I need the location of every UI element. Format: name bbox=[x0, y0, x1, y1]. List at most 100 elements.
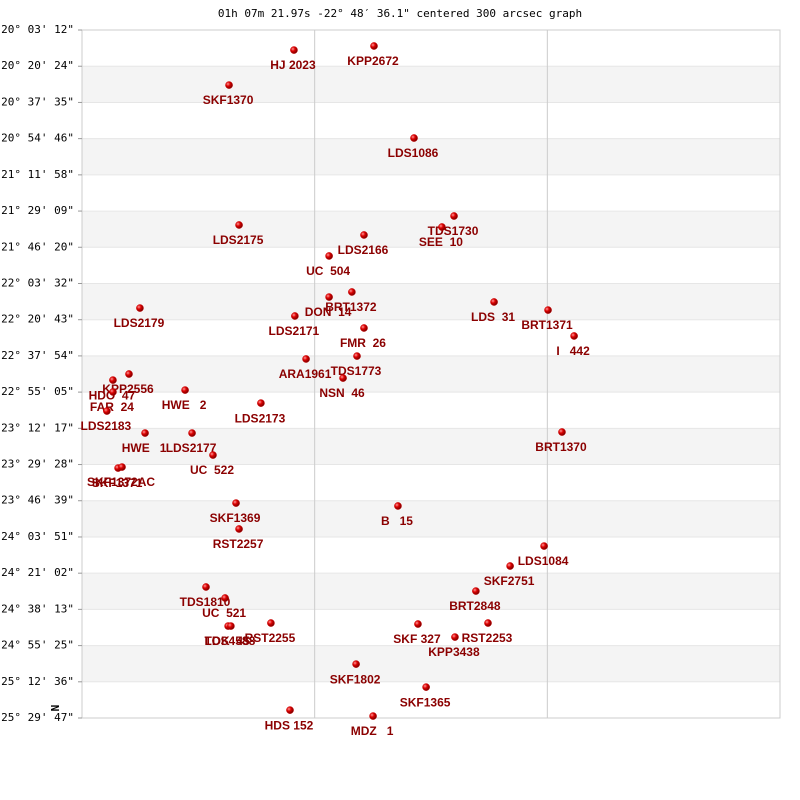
star bbox=[348, 288, 356, 296]
y-tick-label: -20° 54' 46" bbox=[0, 132, 74, 145]
star bbox=[472, 587, 480, 595]
star-label: LDS2175 bbox=[213, 233, 264, 247]
star-label: SKF1365 bbox=[400, 695, 451, 709]
star bbox=[188, 429, 196, 437]
star bbox=[506, 562, 514, 570]
star-label: HJ 2023 bbox=[270, 58, 316, 72]
stripe bbox=[82, 500, 780, 537]
star bbox=[225, 81, 233, 89]
star-label: LDS2177 bbox=[166, 441, 217, 455]
star-label: SKF1369 bbox=[210, 511, 261, 525]
star bbox=[235, 525, 243, 533]
y-tick-label: -24° 21' 02" bbox=[0, 566, 74, 579]
star bbox=[302, 355, 310, 363]
star-label: HDS 152 bbox=[265, 718, 314, 732]
star-label: LDS4588 bbox=[205, 634, 256, 648]
star bbox=[450, 212, 458, 220]
stripe bbox=[82, 428, 780, 465]
stripe bbox=[82, 645, 780, 682]
star-label: BRT1370 bbox=[535, 440, 587, 454]
stripes bbox=[82, 66, 780, 682]
star bbox=[353, 352, 361, 360]
y-tick-label: -23° 29' 28" bbox=[0, 458, 74, 471]
star-label: LDS2171 bbox=[269, 324, 320, 338]
star bbox=[540, 542, 548, 550]
star bbox=[325, 293, 333, 301]
y-tick-label: -23° 12' 17" bbox=[0, 421, 74, 434]
star-label: NSN 46 bbox=[319, 386, 365, 400]
star bbox=[570, 332, 578, 340]
y-tick-label: -22° 55' 05" bbox=[0, 385, 74, 398]
star-label: LDS 31 bbox=[471, 310, 515, 324]
stripe bbox=[82, 211, 780, 248]
star-label: RST2257 bbox=[213, 537, 264, 551]
star bbox=[267, 619, 275, 627]
star bbox=[451, 633, 459, 641]
plot-frame bbox=[81, 29, 781, 719]
stars: HJ 2023 KPP2672 SKF1370 LDS1086 LDS2175 LDS21… bbox=[81, 42, 590, 738]
star bbox=[370, 42, 378, 50]
star-label: UC 522 bbox=[190, 463, 234, 477]
y-tick-label: -24° 38' 13" bbox=[0, 602, 74, 615]
star bbox=[109, 376, 117, 384]
star-label: SKF1372AC bbox=[87, 475, 155, 489]
y-axis: -20° 03' 12" -20° 20' 24" -20° 37' 35" -20°… bbox=[0, 23, 82, 724]
star bbox=[103, 407, 111, 415]
star bbox=[232, 499, 240, 507]
star bbox=[118, 463, 126, 471]
star-label: FAR 24 bbox=[90, 400, 134, 414]
star-label: SKF2751 bbox=[484, 574, 535, 588]
y-tick-label: -22° 03' 32" bbox=[0, 277, 74, 290]
star bbox=[352, 660, 360, 668]
y-tick-label: -21° 11' 58" bbox=[0, 168, 74, 181]
star bbox=[227, 622, 235, 630]
star-label: SKF1371 bbox=[92, 476, 143, 490]
star bbox=[290, 46, 298, 54]
star-label: TDS1810 bbox=[180, 595, 231, 609]
star bbox=[209, 451, 217, 459]
y-tick-label: -20° 03' 12" bbox=[0, 23, 74, 36]
stripe bbox=[82, 573, 780, 610]
star bbox=[369, 712, 377, 720]
star bbox=[394, 502, 402, 510]
star-label: KPP2672 bbox=[347, 54, 399, 68]
y-tick-label: -22° 37' 54" bbox=[0, 349, 74, 362]
star-label: HWE 2 bbox=[162, 398, 207, 412]
star bbox=[221, 594, 229, 602]
star-label: I 442 bbox=[556, 344, 590, 358]
y-tick-label: -20° 20' 24" bbox=[0, 59, 74, 72]
star-label: RST2255 bbox=[245, 631, 296, 645]
stripe bbox=[82, 66, 780, 103]
star-label: UC 521 bbox=[202, 606, 246, 620]
star-label: LDS1086 bbox=[388, 146, 439, 160]
chart-title: 01h 07m 21.97s -22° 48′ 36.1" centered 3… bbox=[218, 7, 582, 20]
star-label: TOK 45 bbox=[205, 634, 250, 648]
star-label: UC 504 bbox=[306, 264, 350, 278]
y-tick-label: -24° 03' 51" bbox=[0, 530, 74, 543]
star bbox=[438, 223, 446, 231]
star-label: BRT1372 bbox=[325, 300, 377, 314]
star bbox=[125, 370, 133, 378]
stripe bbox=[82, 138, 780, 175]
star-label: SEE 10 bbox=[419, 235, 463, 249]
star bbox=[202, 583, 210, 591]
star bbox=[286, 706, 294, 714]
y-tick-label: -21° 29' 09" bbox=[0, 204, 74, 217]
star bbox=[484, 619, 492, 627]
star bbox=[360, 324, 368, 332]
star-label: MDZ 1 bbox=[351, 724, 394, 738]
star-label: LDS2166 bbox=[338, 243, 389, 257]
y-tick-label: -24° 55' 25" bbox=[0, 639, 74, 652]
star-label: SKF1802 bbox=[330, 672, 381, 686]
star-label: LDS1084 bbox=[518, 554, 569, 568]
star-label: LDS2179 bbox=[114, 316, 165, 330]
star bbox=[325, 252, 333, 260]
star-label: HWE 1 bbox=[122, 441, 167, 455]
star-label: FMR 26 bbox=[340, 336, 386, 350]
y-tick-label: -22° 20' 43" bbox=[0, 313, 74, 326]
star bbox=[414, 620, 422, 628]
star-label: TDS1773 bbox=[331, 364, 382, 378]
star bbox=[410, 134, 418, 142]
star bbox=[360, 231, 368, 239]
